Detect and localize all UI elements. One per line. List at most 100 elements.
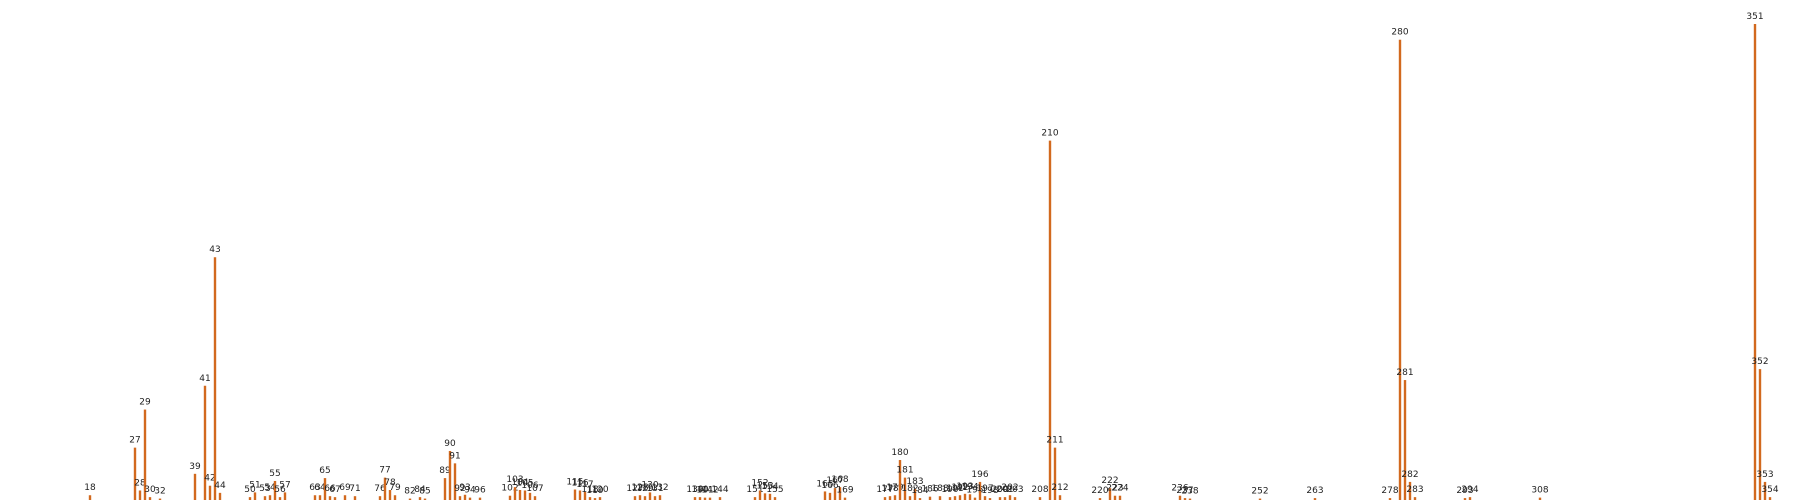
bar-236 bbox=[1178, 495, 1182, 500]
bar-293 bbox=[1463, 498, 1467, 500]
bar-177 bbox=[883, 497, 887, 500]
bar-label-182: 182 bbox=[901, 484, 918, 494]
bar-label-193: 193 bbox=[956, 482, 973, 492]
bar-label-90: 90 bbox=[444, 439, 456, 449]
bar-103 bbox=[513, 487, 517, 500]
bar-102 bbox=[508, 495, 512, 500]
bar-186 bbox=[928, 496, 932, 500]
bar-197 bbox=[983, 496, 987, 500]
bar-90 bbox=[448, 450, 452, 500]
bar-278 bbox=[1388, 498, 1392, 500]
bar-label-144: 144 bbox=[711, 485, 728, 495]
bar-78 bbox=[388, 490, 392, 500]
bar-label-352: 352 bbox=[1751, 357, 1768, 367]
bar-223 bbox=[1113, 495, 1117, 500]
bar-label-129: 129 bbox=[636, 484, 653, 494]
bar-188 bbox=[938, 496, 942, 500]
bar-91 bbox=[453, 463, 457, 500]
bar-label-192: 192 bbox=[951, 483, 968, 493]
bar-141 bbox=[703, 497, 707, 500]
bar-label-66: 66 bbox=[324, 484, 336, 494]
bar-94 bbox=[468, 497, 472, 500]
bar-label-354: 354 bbox=[1761, 485, 1778, 495]
bar-label-210: 210 bbox=[1041, 129, 1058, 139]
bar-220 bbox=[1098, 498, 1102, 500]
bar-label-141: 141 bbox=[696, 486, 713, 496]
bar-222 bbox=[1108, 488, 1112, 500]
bar-144 bbox=[718, 497, 722, 500]
bar-82 bbox=[408, 498, 412, 500]
bar-41 bbox=[203, 385, 207, 500]
bar-54 bbox=[268, 495, 272, 500]
bar-label-128: 128 bbox=[631, 483, 648, 493]
bar-131 bbox=[653, 496, 657, 500]
bar-label-53: 53 bbox=[259, 484, 270, 494]
bar-224 bbox=[1118, 495, 1122, 500]
bar-label-82: 82 bbox=[404, 487, 415, 497]
bar-label-155: 155 bbox=[766, 485, 783, 495]
bar-label-208: 208 bbox=[1031, 485, 1048, 495]
bar-140 bbox=[698, 497, 702, 500]
bar-label-71: 71 bbox=[349, 484, 360, 494]
bar-label-139: 139 bbox=[686, 485, 703, 495]
bar-165 bbox=[823, 491, 827, 500]
bar-label-78: 78 bbox=[384, 478, 396, 488]
bar-label-103: 103 bbox=[506, 475, 523, 485]
bar-43 bbox=[213, 257, 217, 500]
bar-28 bbox=[138, 490, 142, 500]
bar-label-27: 27 bbox=[129, 436, 140, 446]
bar-191 bbox=[953, 496, 957, 500]
bar-283 bbox=[1413, 497, 1417, 500]
bar-107 bbox=[533, 496, 537, 500]
bar-55 bbox=[273, 480, 277, 500]
bar-142 bbox=[708, 497, 712, 500]
bar-label-180: 180 bbox=[891, 448, 908, 458]
bar-155 bbox=[773, 497, 777, 500]
bar-label-118: 118 bbox=[581, 485, 598, 495]
bar-116 bbox=[578, 490, 582, 500]
bar-label-212: 212 bbox=[1051, 483, 1068, 493]
bar-56 bbox=[278, 497, 282, 500]
bar-label-65: 65 bbox=[319, 466, 330, 476]
bar-label-252: 252 bbox=[1251, 487, 1268, 497]
bar-label-51: 51 bbox=[249, 480, 260, 490]
bar-label-39: 39 bbox=[189, 462, 201, 472]
bar-label-116: 116 bbox=[571, 478, 588, 488]
bar-label-200: 200 bbox=[991, 485, 1008, 495]
bar-44 bbox=[218, 492, 222, 500]
bar-151 bbox=[753, 497, 757, 500]
bar-154 bbox=[768, 493, 772, 500]
bar-label-91: 91 bbox=[449, 451, 460, 461]
bar-label-211: 211 bbox=[1046, 436, 1063, 446]
bar-label-117: 117 bbox=[576, 480, 593, 490]
bar-label-263: 263 bbox=[1306, 486, 1323, 496]
bar-182 bbox=[908, 496, 912, 500]
bar-label-50: 50 bbox=[244, 485, 256, 495]
bar-label-79: 79 bbox=[389, 483, 401, 493]
bar-79 bbox=[393, 495, 397, 500]
bar-39 bbox=[193, 473, 197, 500]
bar-106 bbox=[528, 492, 532, 500]
bar-29 bbox=[143, 409, 147, 500]
bar-169 bbox=[843, 497, 847, 500]
bar-119 bbox=[593, 498, 597, 500]
bar-210 bbox=[1048, 140, 1052, 500]
bar-label-32: 32 bbox=[154, 487, 165, 497]
bar-label-44: 44 bbox=[214, 481, 226, 491]
bar-label-181: 181 bbox=[896, 466, 913, 476]
bar-label-107: 107 bbox=[526, 484, 543, 494]
bar-64 bbox=[318, 495, 322, 500]
bar-76 bbox=[378, 496, 382, 500]
bar-label-351: 351 bbox=[1746, 12, 1763, 22]
bar-53 bbox=[263, 496, 267, 500]
bar-label-294: 294 bbox=[1461, 485, 1478, 495]
bar-67 bbox=[333, 497, 337, 500]
bar-71 bbox=[353, 496, 357, 500]
bar-label-92: 92 bbox=[454, 484, 465, 494]
bar-179 bbox=[893, 495, 897, 500]
bar-label-29: 29 bbox=[139, 398, 151, 408]
bar-194 bbox=[968, 494, 972, 500]
bar-50 bbox=[248, 497, 252, 500]
bar-69 bbox=[343, 495, 347, 500]
